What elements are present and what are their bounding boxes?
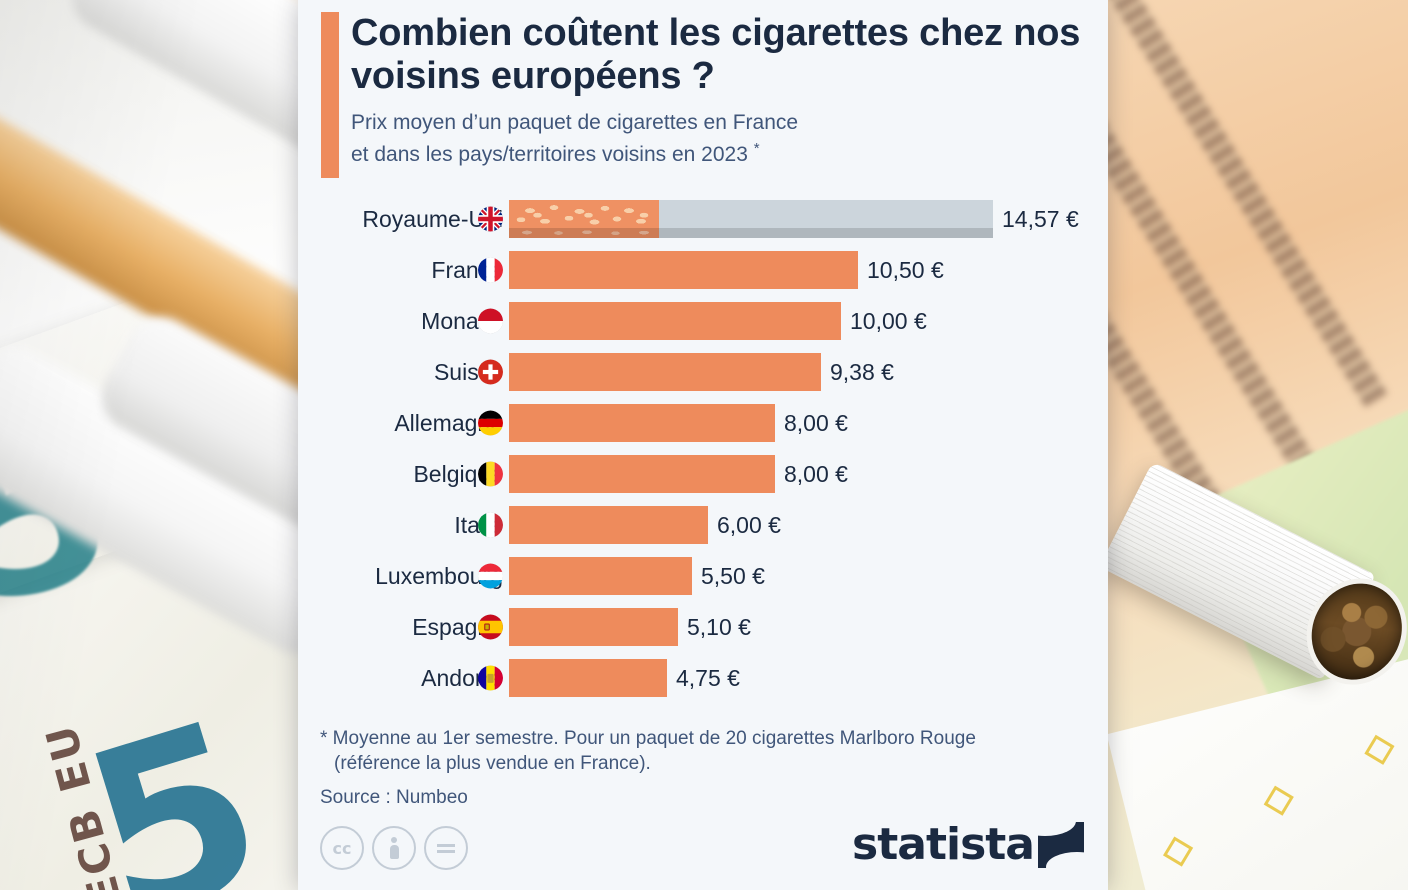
bar-row-label: Belgique (298, 449, 503, 500)
bar-chart: Royaume-Uni 14,57 € France 10,50 € Monaco 10,… (298, 194, 1108, 704)
bar (509, 302, 841, 340)
footnote-marker: * (753, 139, 760, 157)
bar-row: Royaume-Uni 14,57 € (298, 194, 1108, 245)
bar-row-label: Suisse (298, 347, 503, 398)
bar-row-label: Royaume-Uni (298, 194, 503, 245)
bar-container: 8,00 € (509, 455, 848, 493)
bar-row: Espagne 5,10 € (298, 602, 1108, 653)
background-right-cigarette-banknote (1108, 0, 1408, 890)
bar (509, 251, 858, 289)
flag-de-icon (478, 410, 503, 436)
bar-row: Italie 6,00 € (298, 500, 1108, 551)
footnote: * Moyenne au 1er semestre. Pour un paque… (298, 704, 1108, 777)
footnote-line-2: (référence la plus vendue en France). (334, 753, 651, 775)
creative-commons-icons[interactable]: cc (320, 826, 468, 870)
bar-row: Suisse 9,38 € (298, 347, 1108, 398)
bar (509, 353, 821, 391)
cc-by-person-icon[interactable] (372, 826, 416, 870)
cc-nd-equals-icon[interactable] (424, 826, 468, 870)
bar-row: France 10,50 € (298, 245, 1108, 296)
flag-be-icon (478, 461, 503, 487)
statista-logo-text: statista (852, 819, 1035, 870)
bar-value-label: 5,50 € (701, 562, 765, 589)
bar-container: 5,10 € (509, 608, 751, 646)
bar-row-label: Andorre (298, 653, 503, 704)
bar-container: 6,00 € (509, 506, 781, 544)
flag-fr-icon (478, 257, 503, 283)
bar (509, 404, 775, 442)
bar-container: 8,00 € (509, 404, 848, 442)
page-subtitle: Prix moyen d’un paquet de cigarettes en … (298, 98, 1108, 170)
bar-row-label: Allemagne (298, 398, 503, 449)
bar-value-label: 10,50 € (867, 256, 944, 283)
cigarette-bar-paper (659, 200, 993, 238)
bar-value-label: 4,75 € (676, 664, 740, 691)
bar-value-label: 14,57 € (1002, 205, 1079, 232)
bar-row: Allemagne 8,00 € (298, 398, 1108, 449)
bar-value-label: 5,10 € (687, 613, 751, 640)
bar (509, 200, 993, 238)
bar-row: Andorre 4,75 € (298, 653, 1108, 704)
bar-row-label: France (298, 245, 503, 296)
bar-row-label: Monaco (298, 296, 503, 347)
flag-gb-icon (478, 206, 503, 232)
bar-value-label: 9,38 € (830, 358, 894, 385)
infographic-card: Combien coûtent les cigarettes chez nos … (298, 0, 1108, 890)
photo-vignette (0, 0, 300, 890)
page-title: Combien coûtent les cigarettes chez nos … (351, 12, 1081, 97)
bar (509, 506, 708, 544)
flag-ad-icon (478, 665, 503, 691)
bar-container: 10,50 € (509, 251, 944, 289)
bar-row: Luxembourg 5,50 € (298, 551, 1108, 602)
background-left-cigarettes-banknote: 5 5 ECB EU (0, 0, 300, 890)
statista-logo-mark (1038, 822, 1084, 868)
bar-row: Belgique 8,00 € (298, 449, 1108, 500)
subtitle-line-2: et dans les pays/territoires voisins en … (351, 142, 748, 166)
bar-row-label: Luxembourg (298, 551, 503, 602)
bar-value-label: 10,00 € (850, 307, 927, 334)
orange-accent-bar (321, 12, 339, 178)
bar-container: 4,75 € (509, 659, 740, 697)
card-footer: cc statista (298, 822, 1108, 876)
flag-es-icon (478, 614, 503, 640)
bar-container: 5,50 € (509, 557, 765, 595)
source-line: Source : Numbeo (320, 786, 468, 808)
cc-icon[interactable]: cc (320, 826, 364, 870)
flag-lu-icon (478, 563, 503, 589)
bar-value-label: 8,00 € (784, 409, 848, 436)
card-header: Combien coûtent les cigarettes chez nos … (298, 0, 1108, 178)
bar-value-label: 6,00 € (717, 511, 781, 538)
cigarette-bar-filter (509, 200, 659, 238)
bar (509, 455, 775, 493)
flag-ch-icon (478, 359, 503, 385)
cigarette-bar-shadow (509, 228, 993, 238)
flag-mc-icon (478, 308, 503, 334)
subtitle-line-1: Prix moyen d’un paquet de cigarettes en … (351, 110, 799, 134)
cigarette-filter-speckles-shadow (509, 228, 659, 238)
bar-row-label: Italie (298, 500, 503, 551)
bar-container: 9,38 € (509, 353, 894, 391)
bar-container: 10,00 € (509, 302, 927, 340)
bar (509, 557, 692, 595)
bar-value-label: 8,00 € (784, 460, 848, 487)
bar-row: Monaco 10,00 € (298, 296, 1108, 347)
bar (509, 608, 678, 646)
statista-logo[interactable]: statista (852, 822, 1084, 868)
flag-it-icon (478, 512, 503, 538)
bar-container: 14,57 € (509, 200, 1079, 238)
bar (509, 659, 667, 697)
bar-row-label: Espagne (298, 602, 503, 653)
footnote-line-1: * Moyenne au 1er semestre. Pour un paque… (320, 727, 976, 749)
